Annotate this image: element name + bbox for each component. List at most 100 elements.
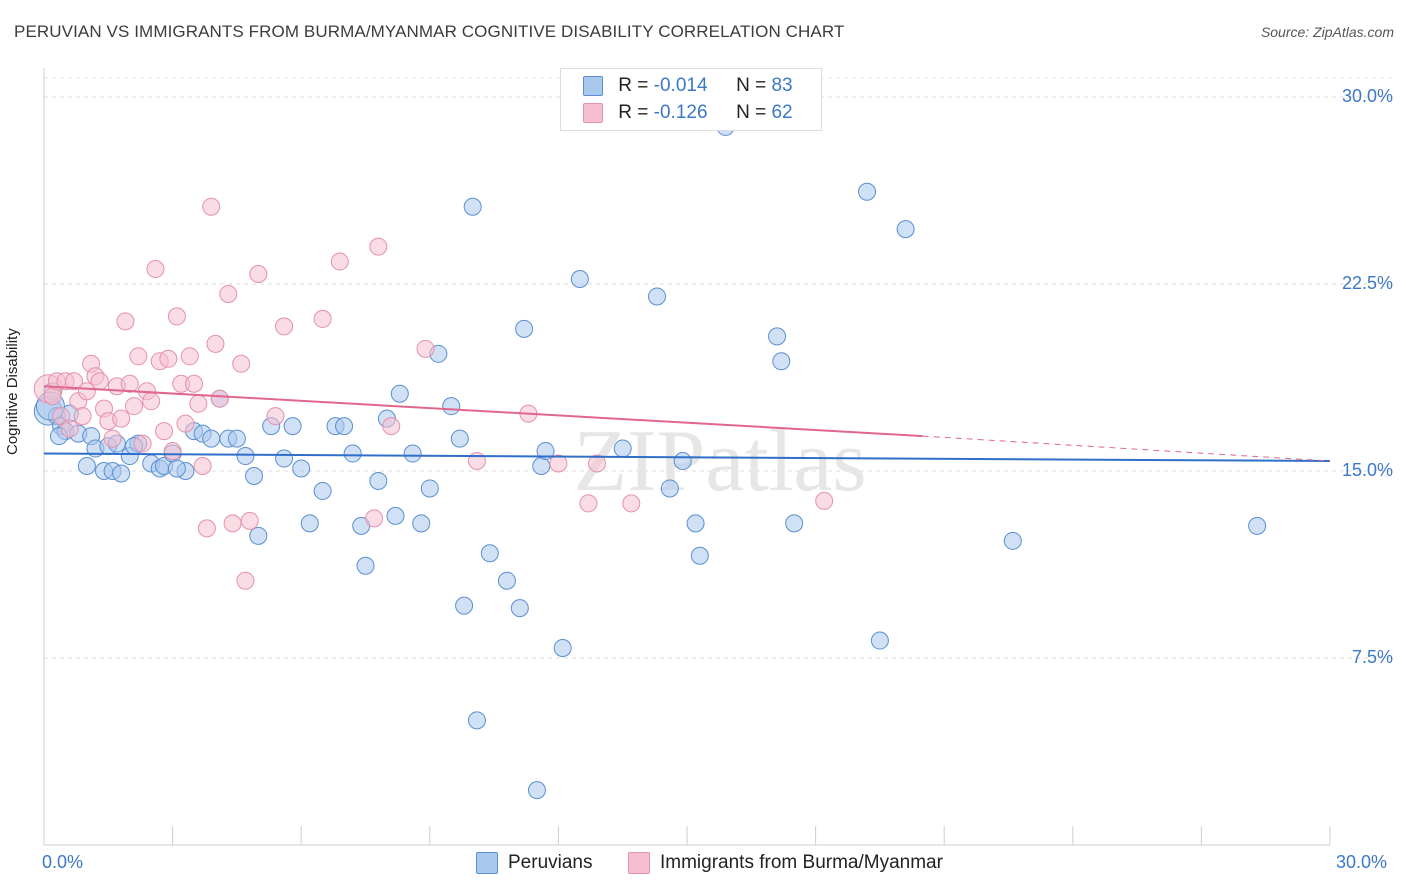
peruvians-point	[249, 526, 268, 545]
peruvians-point	[442, 397, 461, 416]
legend-item-burma: Immigrants from Burma/Myanmar	[628, 852, 943, 876]
legend-r-label: R =	[618, 102, 654, 123]
legend-n-label: N =	[736, 75, 772, 96]
burma-point	[579, 494, 598, 513]
peruvians-point	[785, 514, 804, 533]
legend-r-value: -0.014	[653, 75, 708, 96]
peruvians-point	[768, 327, 787, 346]
trend-lines	[43, 385, 1331, 463]
peruvians-point	[450, 429, 469, 448]
peruvians-point	[467, 711, 486, 730]
burma-point	[73, 407, 92, 426]
burma-point	[275, 317, 294, 336]
peruvians-point	[647, 287, 666, 306]
peruvians-point	[403, 444, 422, 463]
burma-point	[330, 252, 349, 271]
peruvians-point	[480, 544, 499, 563]
x-tick-label-min: 0.0%	[42, 852, 84, 872]
burma-point	[189, 394, 208, 413]
trend-line-burma-extension	[922, 435, 1331, 462]
source-label: Source: ZipAtlas.com	[1260, 24, 1394, 40]
legend-swatch-pink	[628, 852, 650, 874]
burma-point	[116, 312, 135, 331]
legend-n-label: N =	[736, 102, 772, 123]
burma-point	[90, 372, 109, 391]
burma-point	[142, 392, 161, 411]
burma-point	[176, 414, 195, 433]
peruvians-point	[772, 352, 791, 371]
peruvians-point	[870, 631, 889, 650]
burma-point	[103, 429, 122, 448]
peruvians-point	[858, 182, 877, 201]
peruvians-point	[390, 384, 409, 403]
legend-r-label: R =	[618, 75, 654, 96]
peruvians-point	[313, 481, 332, 500]
x-tick-label-max: 30.0%	[1336, 852, 1388, 872]
series-burma-myanmar	[33, 197, 834, 590]
peruvians-point	[335, 417, 354, 436]
burma-point	[163, 442, 182, 461]
peruvians-point	[532, 457, 551, 476]
peruvians-point	[167, 459, 186, 478]
burma-point	[219, 284, 238, 303]
burma-point	[240, 511, 259, 530]
peruvians-point	[112, 464, 131, 483]
legend-item-peruvians: Peruvians	[476, 852, 593, 876]
chart-title: PERUVIAN VS IMMIGRANTS FROM BURMA/MYANMA…	[14, 22, 845, 41]
legend-swatch-blue	[476, 852, 498, 874]
burma-point	[193, 457, 212, 476]
burma-point	[369, 237, 388, 256]
y-tick-label: 7.5%	[1351, 647, 1393, 667]
burma-point	[125, 397, 144, 416]
peruvians-point	[673, 452, 692, 471]
burma-point	[416, 339, 435, 358]
y-tick-label: 15.0%	[1341, 460, 1393, 480]
burma-point	[197, 519, 216, 538]
burma-point	[587, 454, 606, 473]
peruvians-point	[553, 639, 572, 658]
peruvians-point	[343, 444, 362, 463]
burma-point	[382, 417, 401, 436]
legend-r-value: -0.126	[653, 102, 708, 123]
peruvians-point	[369, 471, 388, 490]
peruvians-point	[497, 571, 516, 590]
peruvians-point	[463, 197, 482, 216]
peruvians-point	[570, 270, 589, 289]
peruvians-point	[227, 429, 246, 448]
burma-point	[52, 407, 71, 426]
burma-point	[249, 265, 268, 284]
peruvians-point	[412, 514, 431, 533]
peruvians-point	[275, 449, 294, 468]
trend-line-peruvians	[43, 452, 1331, 463]
peruvians-point	[236, 447, 255, 466]
peruvians-point	[1248, 516, 1267, 535]
legend-row-burma: R = -0.126 N = 62	[583, 102, 793, 126]
burma-point	[202, 197, 221, 216]
burma-point	[232, 354, 251, 373]
legend-label: Immigrants from Burma/Myanmar	[660, 852, 943, 874]
burma-point	[549, 454, 568, 473]
burma-point	[236, 571, 255, 590]
peruvians-point	[420, 479, 439, 498]
burma-point	[146, 260, 165, 279]
burma-point	[112, 409, 131, 428]
legend-swatch-blue	[583, 75, 603, 96]
peruvians-point	[245, 466, 264, 485]
correlation-legend: R = -0.014 N = 83 R = -0.126 N = 62	[560, 68, 822, 131]
burma-point	[180, 347, 199, 366]
trend-line-burma	[43, 385, 923, 438]
peruvians-point	[660, 479, 679, 498]
burma-point	[167, 307, 186, 326]
burma-point	[129, 347, 148, 366]
y-axis-label: Cognitive Disability	[4, 328, 21, 455]
burma-point	[313, 309, 332, 328]
peruvians-point	[77, 457, 96, 476]
y-tick-label: 30.0%	[1341, 86, 1393, 106]
legend-row-peruvians: R = -0.014 N = 83	[583, 75, 793, 99]
peruvians-point	[455, 596, 474, 615]
peruvians-point	[356, 556, 375, 575]
burma-point	[210, 389, 229, 408]
legend-label: Peruvians	[508, 852, 593, 874]
peruvians-point	[1003, 531, 1022, 550]
